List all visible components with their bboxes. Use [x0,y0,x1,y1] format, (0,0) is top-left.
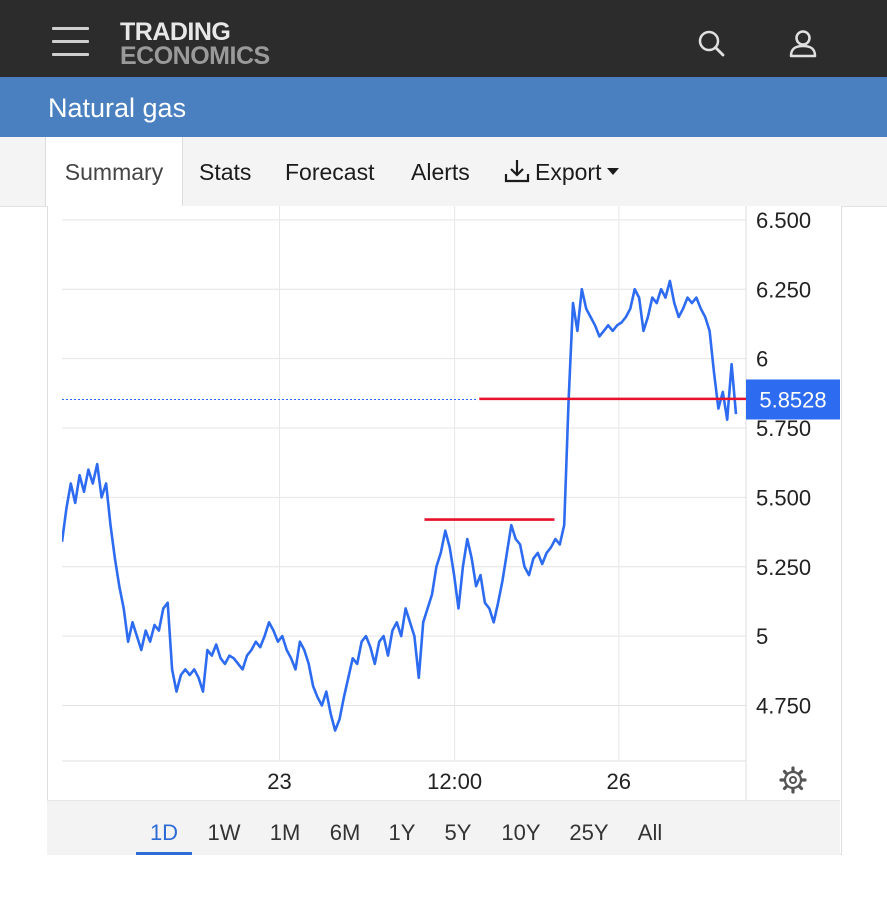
x-tick-label: 23 [267,769,291,794]
range-1m-label: 1M [269,820,301,845]
tab-export[interactable]: Export [503,137,620,206]
range-1y-label: 1Y [388,820,416,845]
reference-lines [424,397,746,521]
range-1m[interactable]: 1M [261,801,309,855]
top-bar: TRADING ECONOMICS [0,0,887,77]
y-axis-ticks: 6.500 6.250 6 5.750 5.500 5.250 5 4.750 [756,208,811,719]
x-tick-label: 26 [607,769,631,794]
tab-summary-label: Summary [64,159,164,185]
chevron-down-icon [607,168,620,176]
y-tick-label: 6.500 [756,208,811,233]
tab-export-label: Export [535,159,602,185]
y-tick-label: 5.250 [756,555,811,580]
range-1w-label: 1W [207,820,241,845]
range-10y[interactable]: 10Y [494,801,548,855]
range-25y[interactable]: 25Y [562,801,616,855]
chart-card: 23 12:00 26 6.500 6.250 6 5.750 5.500 5.250 5 4.7… [47,206,842,855]
gear-icon[interactable] [779,766,807,794]
range-6m-label: 6M [329,820,361,845]
tab-bar: Summary Stats Forecast Alerts Export [0,137,887,207]
logo[interactable]: TRADING ECONOMICS [120,18,270,70]
last-price-badge [746,379,840,420]
y-tick-label: 5.750 [756,416,811,441]
range-all-label: All [637,820,663,845]
range-10y-label: 10Y [501,820,541,845]
range-1d-label: 1D [149,820,179,845]
range-1w[interactable]: 1W [200,801,248,855]
range-25y-label: 25Y [569,820,609,845]
tab-forecast[interactable]: Forecast [285,137,374,206]
range-1d[interactable]: 1D [136,801,192,855]
chart-grid [62,206,747,800]
logo-line1: TRADING [120,18,231,46]
tab-forecast-label: Forecast [285,159,375,185]
y-tick-label: 6 [756,347,768,372]
last-price-label: 5.8528 [746,379,840,420]
download-icon [504,159,530,183]
page-title: Natural gas [48,93,187,123]
tab-summary[interactable]: Summary [45,137,183,206]
range-selector: 1D 1W 1M 6M 1Y 5Y 10Y 25Y All [47,800,840,855]
hamburger-menu-icon[interactable] [52,27,90,57]
x-axis-ticks: 23 12:00 26 [267,769,631,794]
user-icon[interactable] [787,28,819,60]
range-1y[interactable]: 1Y [380,801,424,855]
x-tick-label: 12:00 [427,769,482,794]
y-tick-label: 5 [756,624,768,649]
price-chart[interactable]: 23 12:00 26 6.500 6.250 6 5.750 5.500 5.250 5 4.7… [48,206,841,800]
title-bar: Natural gas [0,77,887,137]
range-6m[interactable]: 6M [321,801,369,855]
range-5y[interactable]: 5Y [436,801,480,855]
y-tick-label: 4.750 [756,694,811,719]
y-tick-label: 5.500 [756,485,811,510]
tab-stats-label: Stats [199,159,252,185]
tab-alerts-label: Alerts [411,159,470,185]
range-all[interactable]: All [630,801,670,855]
range-5y-label: 5Y [444,820,472,845]
y-tick-label: 6.250 [756,277,811,302]
logo-line2: ECONOMICS [120,42,270,70]
last-price-text: 5.8528 [759,387,826,412]
search-icon[interactable] [695,28,727,60]
price-series-line [62,279,738,732]
tab-stats[interactable]: Stats [199,137,251,206]
tab-alerts[interactable]: Alerts [411,137,470,206]
